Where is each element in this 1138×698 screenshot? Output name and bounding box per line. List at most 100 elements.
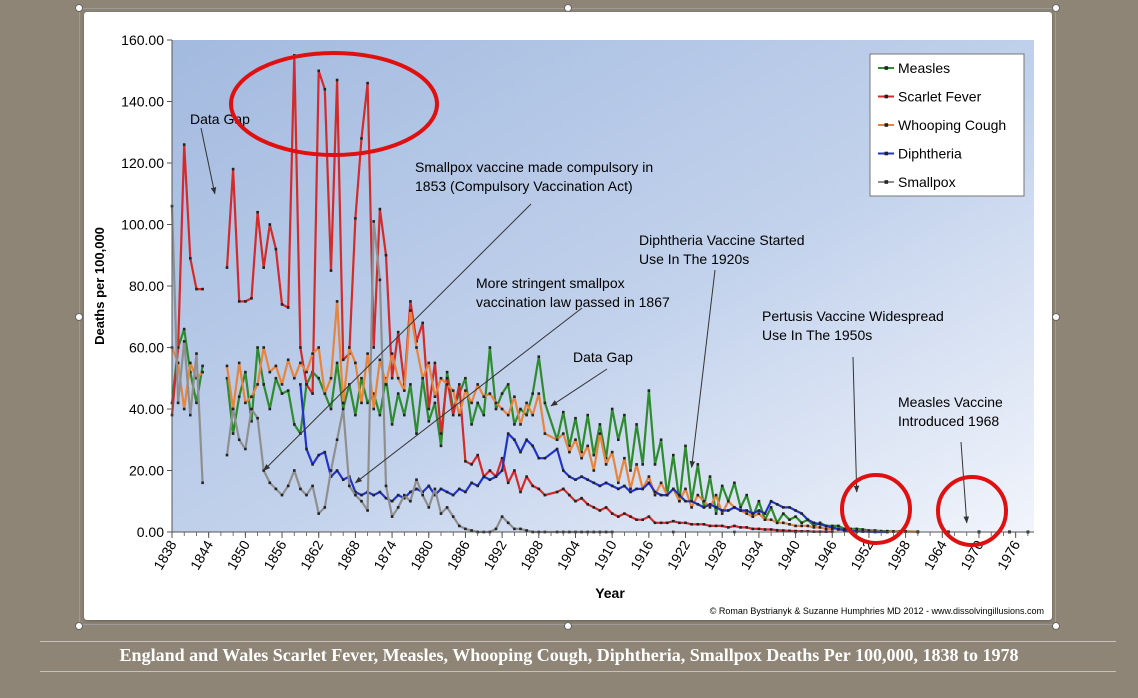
- data-point-measles: [635, 423, 638, 426]
- data-point-measles: [653, 463, 657, 466]
- resize-handle-tl[interactable]: [75, 4, 83, 12]
- resize-handle-br[interactable]: [1052, 622, 1060, 630]
- caption-rule-top: [40, 641, 1116, 642]
- resize-handle-bc[interactable]: [564, 622, 572, 630]
- data-point-measles: [684, 444, 687, 448]
- data-point-measles: [329, 407, 333, 411]
- resize-handle-tc[interactable]: [564, 4, 572, 12]
- data-point-whooping-cough: [623, 456, 626, 460]
- data-point-measles: [818, 521, 822, 525]
- data-point-scarlet-fever: [598, 509, 602, 512]
- x-tick-label: 1868: [334, 537, 364, 572]
- data-point-measles: [720, 484, 724, 488]
- data-point-smallpox: [341, 407, 345, 411]
- data-point-whooping-cough: [256, 383, 259, 386]
- data-point-whooping-cough: [684, 487, 687, 491]
- data-point-scarlet-fever: [250, 297, 253, 300]
- data-point-smallpox: [451, 515, 455, 518]
- data-point-diphtheria: [665, 493, 669, 497]
- data-point-scarlet-fever: [617, 515, 620, 518]
- data-point-whooping-cough: [506, 413, 510, 417]
- data-point-whooping-cough: [439, 376, 443, 380]
- data-point-whooping-cough: [598, 432, 602, 435]
- data-point-whooping-cough: [782, 521, 785, 525]
- data-point-scarlet-fever: [653, 521, 657, 525]
- data-point-smallpox: [390, 515, 394, 518]
- data-point-measles: [360, 376, 363, 380]
- data-point-scarlet-fever: [445, 376, 449, 380]
- data-point-diphtheria: [464, 490, 467, 494]
- data-point-diphtheria: [708, 503, 712, 506]
- annotation-3: More stringent smallpox vaccination law p…: [354, 275, 670, 484]
- resize-handle-ml[interactable]: [75, 313, 83, 321]
- x-axis-label: Year: [595, 585, 625, 601]
- resize-handle-mr[interactable]: [1052, 313, 1060, 321]
- data-point-diphtheria: [299, 383, 302, 386]
- data-point-measles: [494, 407, 498, 411]
- data-point-scarlet-fever: [519, 490, 522, 494]
- data-point-whooping-cough: [250, 395, 253, 398]
- data-point-measles: [317, 376, 320, 380]
- legend-box: [869, 53, 1025, 197]
- resize-handle-bl[interactable]: [75, 622, 83, 630]
- data-point-scarlet-fever: [335, 78, 339, 82]
- data-point-scarlet-fever: [225, 266, 229, 269]
- data-point-scarlet-fever: [525, 475, 528, 478]
- data-point-scarlet-fever: [555, 490, 559, 494]
- data-point-scarlet-fever: [427, 407, 431, 411]
- data-point-diphtheria: [311, 463, 314, 466]
- data-point-measles: [708, 475, 712, 478]
- data-point-diphtheria: [824, 524, 828, 528]
- data-point-diphtheria: [574, 478, 577, 481]
- data-point-scarlet-fever: [684, 521, 687, 525]
- data-point-scarlet-fever: [268, 223, 272, 226]
- x-tick-label: 1874: [370, 537, 400, 572]
- resize-handle-tr[interactable]: [1052, 4, 1060, 12]
- data-point-diphtheria: [470, 481, 473, 485]
- data-point-measles: [629, 469, 632, 472]
- data-point-smallpox: [439, 512, 443, 515]
- data-point-whooping-cough: [488, 392, 492, 395]
- data-point-scarlet-fever: [769, 528, 773, 531]
- data-point-scarlet-fever: [562, 487, 565, 491]
- data-point-scarlet-fever: [244, 300, 247, 303]
- data-point-measles: [586, 413, 589, 417]
- data-point-smallpox: [378, 278, 382, 282]
- data-point-smallpox: [366, 509, 369, 512]
- data-point-measles: [439, 444, 443, 448]
- data-point-whooping-cough: [751, 515, 755, 518]
- data-point-whooping-cough: [311, 352, 314, 355]
- data-point-smallpox: [372, 220, 375, 223]
- data-point-diphtheria: [305, 447, 308, 451]
- data-point-smallpox: [470, 529, 473, 532]
- data-point-whooping-cough: [403, 389, 406, 392]
- data-point-smallpox: [433, 487, 437, 491]
- data-point-scarlet-fever: [458, 383, 461, 386]
- data-point-smallpox: [274, 487, 278, 491]
- data-point-measles: [812, 524, 816, 528]
- data-point-measles: [262, 383, 265, 386]
- legend-label-smallpox: Smallpox: [898, 174, 956, 190]
- y-axis-label: Deaths per 100,000: [92, 227, 107, 345]
- legend-marker-scarlet-fever: [884, 94, 889, 99]
- data-point-measles: [274, 376, 278, 380]
- data-point-diphtheria: [421, 490, 424, 494]
- data-point-measles: [739, 506, 742, 509]
- data-point-scarlet-fever: [702, 523, 706, 526]
- data-point-diphtheria: [720, 509, 724, 512]
- annotation-7: Measles Vaccine Introduced 1968: [898, 394, 1003, 524]
- data-point-whooping-cough: [176, 361, 180, 365]
- data-point-whooping-cough: [323, 392, 327, 395]
- data-point-whooping-cough: [519, 423, 522, 426]
- data-point-scarlet-fever: [690, 523, 693, 526]
- data-point-scarlet-fever: [543, 493, 547, 497]
- data-point-whooping-cough: [543, 432, 547, 435]
- data-point-diphtheria: [629, 490, 632, 494]
- data-point-whooping-cough: [659, 481, 663, 485]
- series-line-smallpox-0: [170, 206, 204, 483]
- data-point-smallpox: [494, 527, 498, 531]
- data-point-whooping-cough: [464, 389, 467, 392]
- y-tick-label: 0.00: [137, 524, 164, 540]
- data-point-measles: [348, 383, 351, 386]
